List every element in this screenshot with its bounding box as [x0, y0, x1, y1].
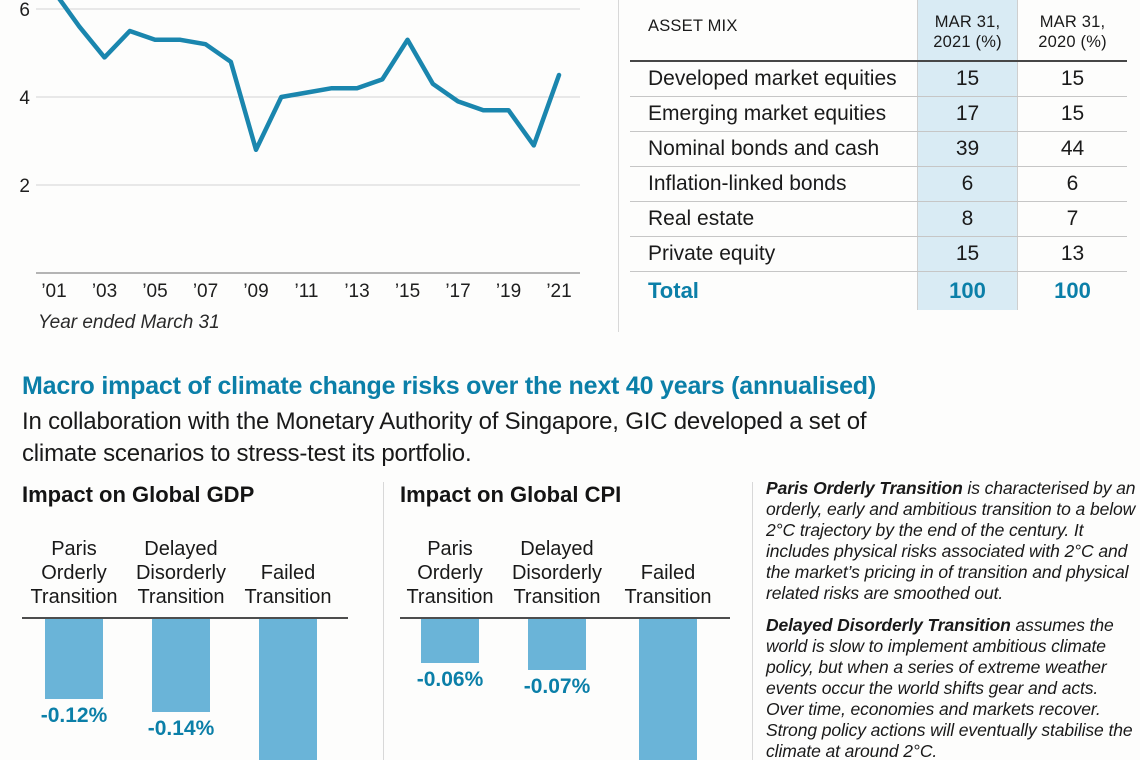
table-cell: 15	[917, 62, 1017, 96]
return-line	[57, 0, 562, 153]
table-body: Developed market equities 15 15 Emerging ma…	[630, 62, 1127, 310]
table-cell: 44	[1017, 132, 1127, 166]
rolling-return-line-chart: 2 4 6 ’01 ’03 ’05 ’07 ’09 ’11 ’13 ’15 ’17 ’19 ’21 Yea…	[0, 0, 620, 340]
x-axis-line	[22, 617, 348, 619]
line-chart-svg: 2 4 6 ’01 ’03 ’05 ’07 ’09 ’11 ’13 ’15 ’17 ’19 ’21	[19, 0, 580, 302]
bar-category-label: Delayed Disorderly Transition	[135, 538, 227, 608]
x-axis-tick-label: ’07	[193, 281, 218, 302]
bar-category-label: Failed Transition	[244, 562, 332, 608]
bar-category-label: Paris Orderly Transition	[406, 538, 494, 608]
scenario-definitions: Paris Orderly Transition is characterise…	[766, 478, 1136, 760]
table-cell: 6	[917, 167, 1017, 201]
vertical-divider	[383, 482, 384, 760]
gdp-chart-plot-area: Paris Orderly Transition -0.12% Delayed Di…	[22, 480, 348, 760]
y-axis-tick-label: 6	[19, 0, 30, 21]
table-cell: Developed market equities	[648, 67, 897, 90]
table-cell: 15	[1017, 62, 1127, 96]
cpi-chart-title: Impact on Global CPI	[400, 482, 622, 507]
table-total-row: Total 100 100	[630, 272, 1127, 310]
table-cell: 6	[1017, 167, 1127, 201]
bar	[421, 619, 479, 663]
table-cell: 13	[1017, 237, 1127, 271]
bar-category-label: Delayed Disorderly Transition	[511, 538, 603, 608]
x-axis-tick-label: ’03	[92, 281, 117, 302]
bar-category-label: Failed Transition	[624, 562, 712, 608]
definition-text: is characterised by an orderly, early an…	[766, 478, 1136, 603]
bar-value-label: -0.06%	[416, 668, 484, 691]
x-axis-tick-label: ’01	[41, 281, 66, 302]
vertical-divider	[618, 0, 619, 332]
paris-orderly-definition: Paris Orderly Transition is characterise…	[766, 478, 1136, 604]
table-row: Developed market equities 15 15	[630, 62, 1127, 97]
definition-text: assumes the world is slow to implement a…	[766, 615, 1133, 760]
x-axis-tick-label: ’19	[496, 281, 521, 302]
bar	[639, 619, 697, 760]
table-row: Private equity 15 13	[630, 237, 1127, 272]
table-row: Real estate 8 7	[630, 202, 1127, 237]
table-row: Inflation-linked bonds 6 6	[630, 167, 1127, 202]
definition-lead: Paris Orderly Transition	[766, 478, 963, 498]
bar	[45, 619, 103, 699]
table-cell: 17	[917, 97, 1017, 131]
table-cell: 7	[1017, 202, 1127, 236]
mar-2020-column-header: MAR 31, 2020 (%)	[1017, 0, 1127, 60]
asset-mix-table: ASSET MIX MAR 31, 2021 (%) MAR 31, 2020 …	[630, 0, 1127, 310]
table-header-row: ASSET MIX MAR 31, 2021 (%) MAR 31, 2020 …	[630, 0, 1127, 62]
table-cell: 15	[917, 237, 1017, 271]
section-subheading: In collaboration with the Monetary Autho…	[22, 408, 867, 467]
table-cell: Private equity	[648, 242, 776, 265]
cpi-chart-plot-area: Paris Orderly Transition -0.06% Delayed Di…	[400, 480, 730, 760]
table-row: Emerging market equities 17 15	[630, 97, 1127, 132]
table-cell: 15	[1017, 97, 1127, 131]
gdp-impact-bar-chart: Impact on Global GDP Paris Orderly Trans…	[22, 480, 348, 760]
table-cell: Inflation-linked bonds	[648, 172, 847, 195]
y-axis-tick-label: 4	[19, 88, 30, 109]
bar-value-label: -0.07%	[523, 675, 591, 698]
x-axis-line	[400, 617, 730, 619]
vertical-divider	[752, 482, 753, 760]
chart-caption: Year ended March 31	[38, 312, 220, 333]
x-axis-tick-label: ’11	[295, 281, 319, 302]
delayed-disorderly-definition: Delayed Disorderly Transition assumes th…	[766, 615, 1136, 760]
table-cell: 100	[917, 272, 1017, 310]
cpi-impact-bar-chart: Impact on Global CPI Paris Orderly Trans…	[400, 480, 730, 760]
x-axis-tick-label: ’17	[445, 281, 470, 302]
table-row: Nominal bonds and cash 39 44	[630, 132, 1127, 167]
table-cell: Emerging market equities	[648, 102, 887, 125]
x-axis-tick-label: ’15	[395, 281, 420, 302]
x-axis-tick-label: ’21	[546, 281, 571, 302]
asset-mix-column-header: ASSET MIX	[648, 17, 738, 35]
table-cell: Total	[648, 278, 699, 303]
table-cell: Real estate	[648, 207, 755, 230]
gdp-chart-title: Impact on Global GDP	[22, 482, 255, 507]
table-cell: Nominal bonds and cash	[648, 137, 880, 160]
x-axis-tick-label: ’05	[142, 281, 167, 302]
definition-lead: Delayed Disorderly Transition	[766, 615, 1011, 635]
bar	[259, 619, 317, 760]
bar-value-label: -0.14%	[147, 717, 215, 740]
table-cell: 8	[917, 202, 1017, 236]
mar-2021-column-header: MAR 31, 2021 (%)	[917, 0, 1017, 60]
bar	[152, 619, 210, 712]
y-axis-tick-label: 2	[19, 176, 30, 197]
bar-value-label: -0.12%	[40, 704, 108, 727]
table-cell: 39	[917, 132, 1017, 166]
bar-category-label: Paris Orderly Transition	[30, 538, 118, 608]
bar	[528, 619, 586, 670]
x-axis-tick-label: ’13	[344, 281, 369, 302]
section-heading: Macro impact of climate change risks ove…	[22, 372, 876, 400]
table-cell: 100	[1017, 272, 1127, 310]
x-axis-tick-label: ’09	[243, 281, 268, 302]
